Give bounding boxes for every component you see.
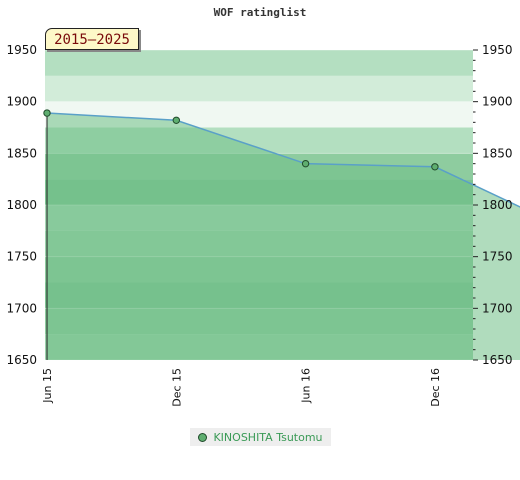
y-tick-label-right: 1900 bbox=[482, 95, 513, 109]
y-axis-left-ticks: 1650 1700 1750 1800 1850 1900 1950 bbox=[6, 43, 37, 367]
y-tick-label-right: 1700 bbox=[482, 301, 513, 315]
y-tick-label-left: 1800 bbox=[6, 198, 37, 212]
data-point bbox=[301, 159, 310, 168]
series-markers bbox=[43, 109, 439, 171]
data-point bbox=[431, 163, 439, 171]
y-axis-right-ticks: 1650 1700 1750 1800 1850 1900 1950 bbox=[473, 43, 513, 367]
x-tick-label: Dec 16 bbox=[429, 368, 442, 407]
y-tick-label-right: 1850 bbox=[482, 146, 513, 160]
background-band bbox=[45, 75, 473, 102]
legend-entry: KINOSHITA Tsutomu bbox=[213, 430, 323, 444]
y-tick-label-left: 1850 bbox=[6, 146, 37, 160]
y-tick-label-left: 1950 bbox=[6, 43, 37, 57]
y-tick-label-right: 1650 bbox=[482, 353, 513, 367]
x-tick-label: Jun 16 bbox=[300, 368, 313, 404]
chart-title: WOF ratinglist bbox=[213, 6, 307, 19]
series-area bbox=[47, 113, 520, 360]
x-tick-label: Dec 15 bbox=[170, 368, 183, 407]
y-tick-label-right: 1950 bbox=[482, 43, 513, 57]
legend-marker-icon bbox=[198, 432, 208, 442]
y-tick-label-left: 1900 bbox=[6, 95, 37, 109]
y-tick-label-left: 1650 bbox=[6, 353, 37, 367]
y-tick-label-right: 1800 bbox=[482, 198, 513, 212]
y-tick-label-right: 1750 bbox=[482, 250, 513, 264]
legend[interactable]: KINOSHITA Tsutomu bbox=[190, 428, 331, 446]
data-point bbox=[172, 116, 181, 124]
data-point bbox=[43, 109, 51, 117]
y-tick-label-left: 1750 bbox=[6, 250, 37, 264]
background-band bbox=[45, 50, 473, 76]
y-tick-label-left: 1700 bbox=[6, 301, 37, 315]
period-badge: 2015–2025 bbox=[45, 28, 139, 50]
x-tick-label: Jun 15 bbox=[41, 368, 54, 404]
